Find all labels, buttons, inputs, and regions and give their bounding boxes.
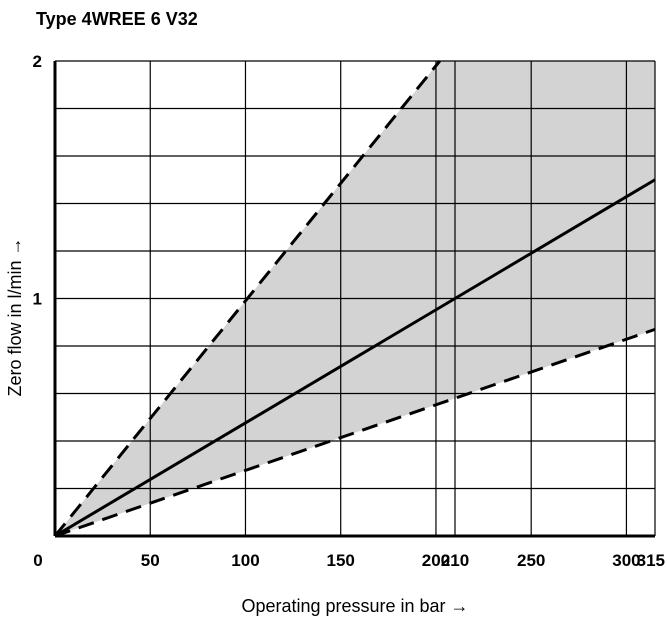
- x-tick-label: 50: [141, 551, 160, 570]
- x-tick-label: 200: [422, 551, 450, 570]
- series-upper-line: [53, 60, 441, 537]
- x-tick-label: 250: [517, 551, 545, 570]
- x-tick-label: 210: [441, 551, 469, 570]
- x-tick-label: 300: [612, 551, 640, 570]
- series-mean-line: [54, 178, 656, 538]
- series-lower-line: [54, 327, 656, 538]
- series-lines: [53, 60, 656, 538]
- x-tick-label: 100: [231, 551, 259, 570]
- grid: [55, 60, 656, 536]
- chart-title: Type 4WREE 6 V32: [36, 9, 198, 29]
- x-axis-label: Operating pressure in bar →: [241, 596, 468, 616]
- x-tick-label: 0: [33, 551, 42, 570]
- y-axis-label: Zero flow in l/min →: [5, 237, 25, 396]
- x-tick-label: 315: [637, 551, 665, 570]
- x-tick-label: 150: [327, 551, 355, 570]
- axes: [53, 61, 655, 538]
- y-tick-label: 1: [33, 290, 42, 309]
- y-tick-label: 2: [33, 52, 42, 71]
